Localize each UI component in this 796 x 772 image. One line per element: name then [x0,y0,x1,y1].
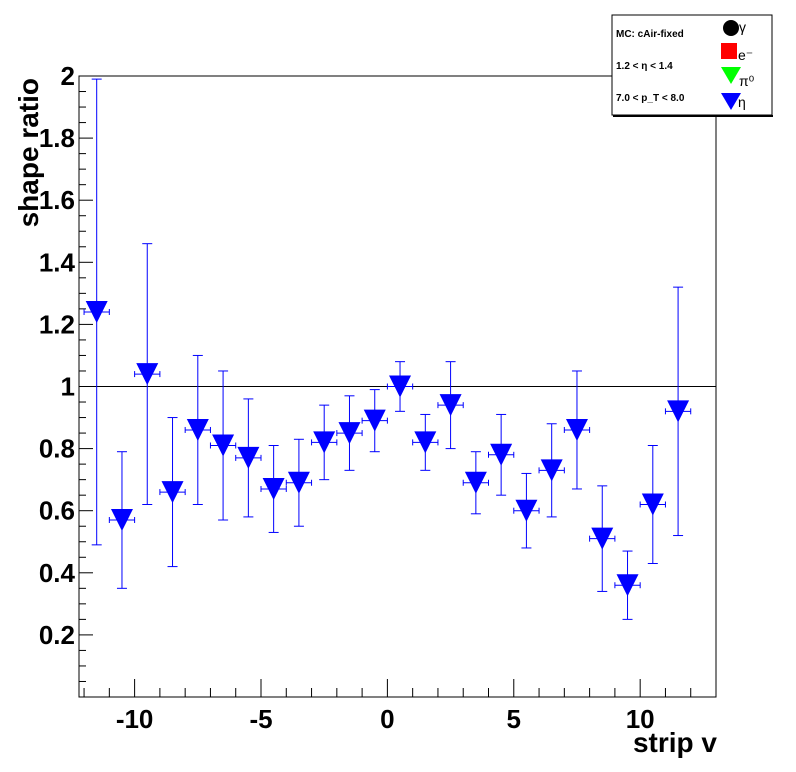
data-point [412,413,439,471]
data-point [209,370,237,521]
y-tick-label: 1.8 [39,123,75,153]
marker-triangle [464,471,487,494]
marker-triangle [439,394,462,417]
ticks-layer: 0.2 0.4 0.6 0.8 1 1.2 1.4 1.6 1.8 2 -10 -5 0 5 10 [39,61,717,734]
legend-gamma-label: γ [739,19,746,35]
data-point [134,243,161,505]
marker-triangle [136,363,159,386]
legend-eta-marker [721,93,741,110]
y-tick-label: 0.8 [39,434,75,464]
data-point [664,286,692,537]
data-point [108,451,136,589]
legend-info-mc: MC: cAir-fixed [616,29,684,40]
data-point [260,444,287,533]
y-tick-label: 1.6 [39,185,75,215]
y-tick-label: 0.4 [39,558,76,588]
legend-eta-label: η [738,94,746,110]
data-point [184,354,211,505]
x-tick-label: -10 [116,704,154,734]
marker-triangle [313,431,336,454]
y-axis-title: shape ratio [13,78,44,227]
marker-triangle [490,443,513,466]
data-point [437,361,464,450]
y-tick-label: 1.2 [39,309,75,339]
marker-triangle [186,418,209,441]
legend-shadow [613,115,773,117]
legend: MC: cAir-fixed 1.2 < η < 1.4 7.0 < p_T <… [611,14,773,117]
y-tick-label: 0.2 [39,620,75,650]
data-layer [79,78,716,620]
data-point [386,361,414,412]
data-point [336,395,363,471]
marker-triangle [616,574,639,597]
marker-triangle [591,527,614,550]
data-point [311,404,338,481]
marker-triangle [414,431,437,454]
y-tick-label: 0.6 [39,496,75,526]
marker-triangle [515,499,538,522]
data-point [614,550,641,620]
legend-pi0-marker [721,67,741,84]
marker-triangle [85,300,108,323]
legend-gamma-marker [723,20,739,36]
data-point [563,370,591,490]
legend-electron-marker [721,43,737,59]
marker-triangle [540,459,563,482]
y-tick-label: 1.4 [39,247,76,277]
data-point [361,389,388,453]
marker-triangle [338,422,361,445]
marker-triangle [389,375,412,398]
data-point [83,78,110,546]
legend-info-eta-range: 1.2 < η < 1.4 [616,61,673,72]
legend-box [611,14,773,116]
data-point [462,451,489,515]
x-tick-label: 5 [507,704,521,734]
data-point [513,472,540,549]
x-tick-label: 0 [380,704,394,734]
data-point [488,413,515,496]
legend-pi0-label: π⁰ [739,73,755,89]
marker-triangle [641,493,664,516]
data-point [639,444,666,564]
marker-triangle [262,477,285,500]
y-tick-label: 2 [61,61,75,91]
legend-info-pt-range: 7.0 < p_T < 8.0 [616,93,685,104]
marker-triangle [161,481,184,504]
legend-electron-label: e⁻ [738,47,753,63]
data-point [285,438,313,527]
data-point [538,423,565,518]
x-tick-label: 10 [626,704,655,734]
marker-triangle [287,471,310,494]
plot-frame [78,75,717,698]
data-point [159,417,186,568]
y-tick-label: 1 [61,372,75,402]
x-axis-title: strip v [633,727,717,758]
marker-triangle [110,509,133,532]
marker-triangle [363,409,386,432]
marker-triangle [565,418,588,441]
x-tick-label: -5 [249,704,272,734]
data-point [589,485,616,592]
data-point [235,398,262,518]
marker-triangle [667,400,690,423]
marker-triangle [212,434,235,457]
marker-triangle [237,446,260,469]
